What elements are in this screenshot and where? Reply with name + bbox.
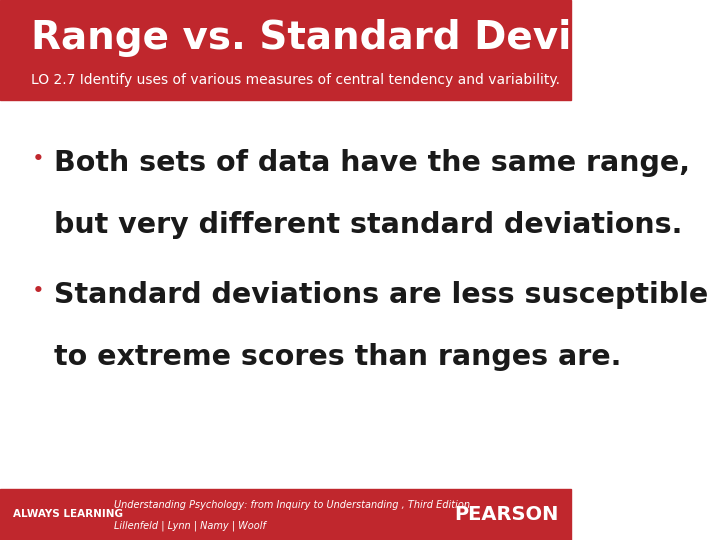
Text: Range vs. Standard Deviation: Range vs. Standard Deviation [32,19,684,57]
Text: •: • [32,281,44,301]
Text: LO 2.7 Identify uses of various measures of central tendency and variability.: LO 2.7 Identify uses of various measures… [32,73,560,87]
Bar [0,489,571,540]
Text: Both sets of data have the same range,: Both sets of data have the same range, [54,148,690,177]
Bar [0,0,571,100]
Text: to extreme scores than ranges are.: to extreme scores than ranges are. [54,343,621,371]
Text: Understanding Psychology: from Inquiry to Understanding , Third Edition: Understanding Psychology: from Inquiry t… [114,500,470,510]
Text: PEARSON: PEARSON [454,505,558,524]
Text: •: • [32,148,44,168]
Text: Lillenfeld | Lynn | Namy | Woolf: Lillenfeld | Lynn | Namy | Woolf [114,521,266,531]
Text: but very different standard deviations.: but very different standard deviations. [54,211,683,239]
Text: Standard deviations are less susceptible: Standard deviations are less susceptible [54,281,708,309]
Text: ALWAYS LEARNING: ALWAYS LEARNING [12,509,122,519]
